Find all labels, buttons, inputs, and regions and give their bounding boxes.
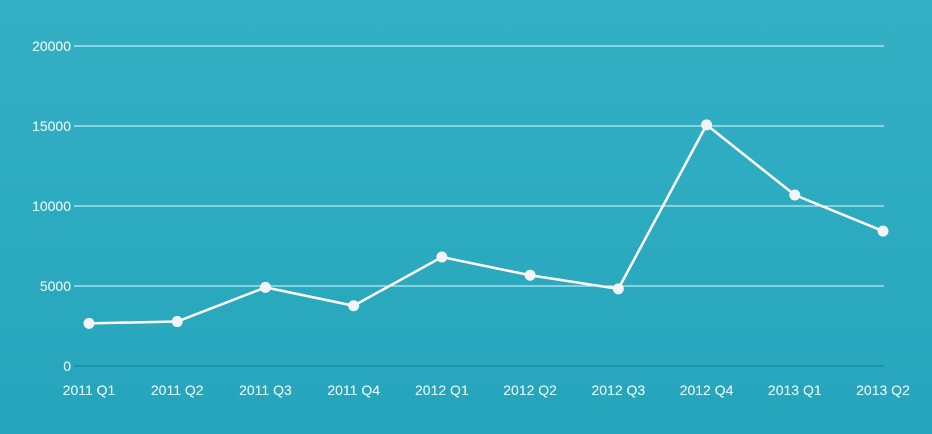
x-tick-label: 2012 Q3 [591,382,645,398]
x-tick-label: 2012 Q4 [680,382,734,398]
y-tick-label: 15000 [32,118,71,134]
y-tick-label: 20000 [32,38,71,54]
data-point[interactable] [436,251,448,263]
y-tick-label: 0 [63,358,71,374]
data-point[interactable] [171,316,183,328]
data-point[interactable] [877,225,889,237]
x-tick-label: 2013 Q2 [856,382,910,398]
data-point[interactable] [348,300,360,312]
x-tick-label: 2012 Q2 [503,382,557,398]
y-gridlines [74,45,884,367]
x-tick-label: 2013 Q1 [768,382,822,398]
x-tick-label: 2012 Q1 [415,382,469,398]
data-point[interactable] [259,281,271,293]
series-line [88,123,884,325]
data-point[interactable] [83,317,95,329]
data-point[interactable] [612,283,624,295]
series-layer [83,119,889,329]
data-point[interactable] [789,189,801,201]
x-tick-label: 2011 Q2 [151,382,204,398]
x-axis-tick-labels: 2011 Q1 2011 Q2 2011 Q3 2011 Q4 2012 Q1 2012 … [63,382,910,398]
y-axis-tick-labels: 0 5000 10000 15000 20000 [32,38,71,374]
data-point[interactable] [701,119,713,131]
x-tick-label: 2011 Q1 [63,382,116,398]
x-tick-label: 2011 Q4 [327,382,380,398]
data-point[interactable] [524,269,536,281]
y-tick-label: 5000 [40,278,71,294]
y-tick-label: 10000 [32,198,71,214]
x-tick-label: 2011 Q3 [239,382,292,398]
